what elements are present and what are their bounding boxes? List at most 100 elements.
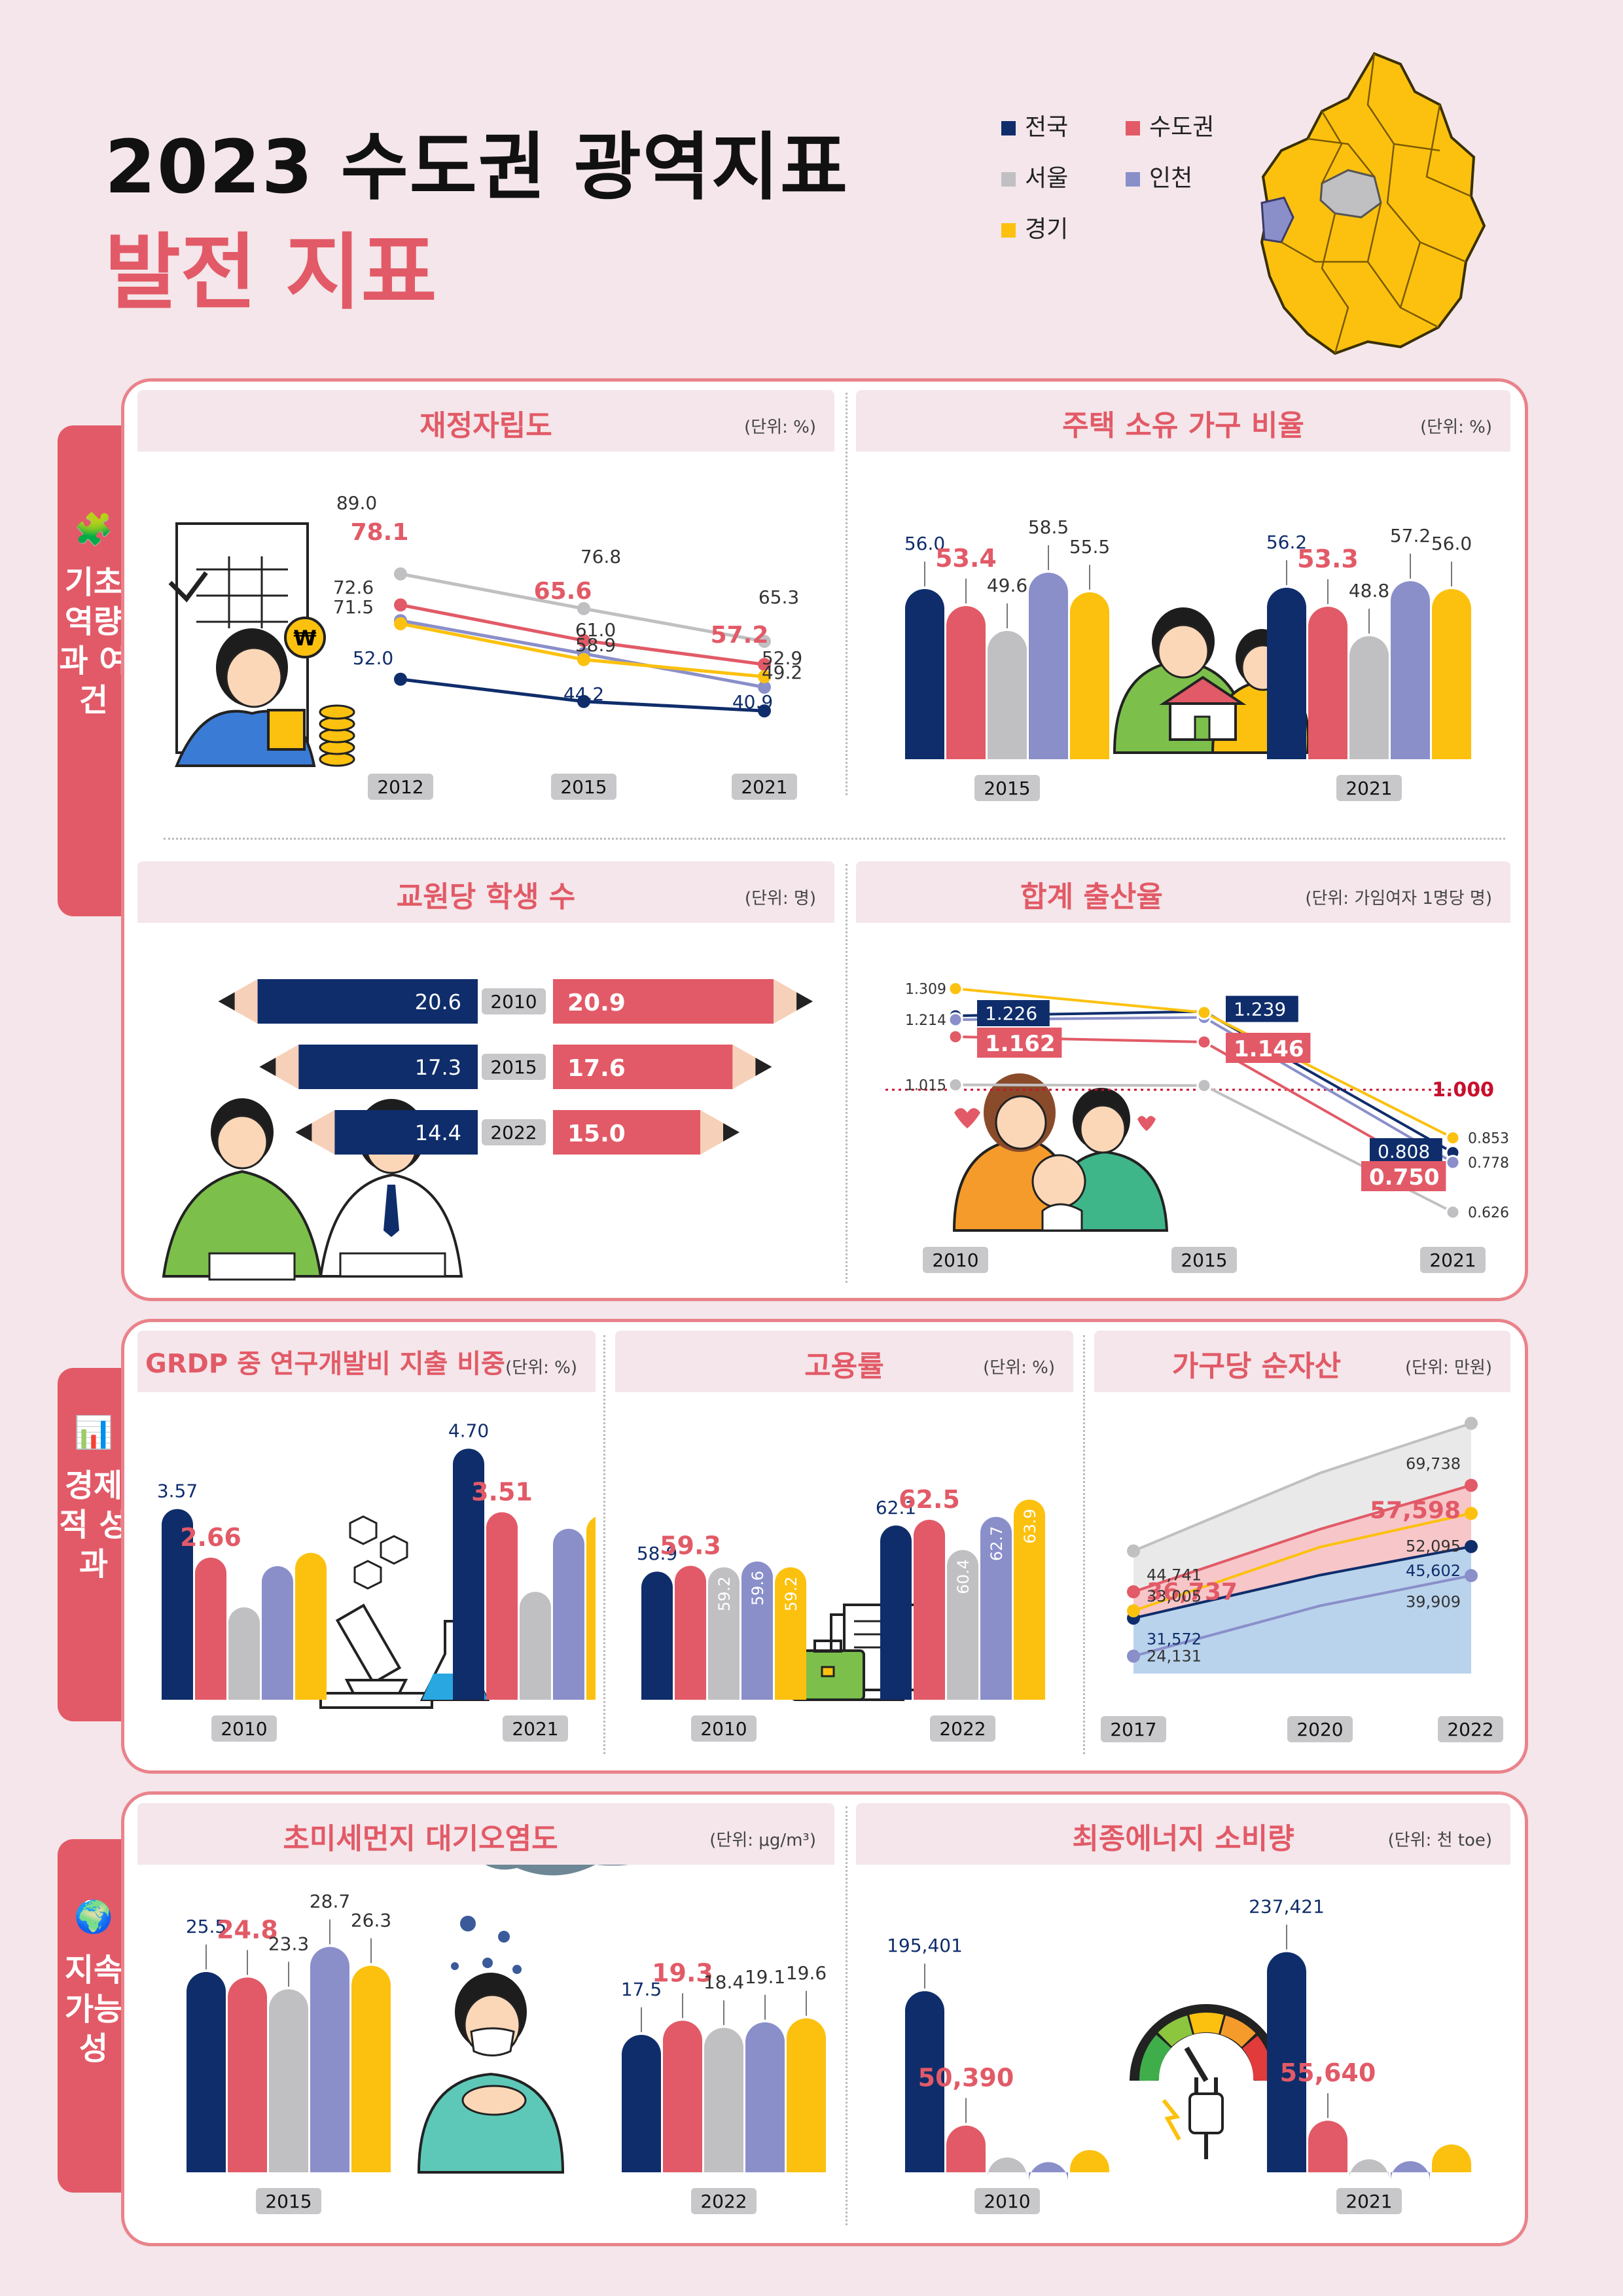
data-label: 53.4 <box>935 544 997 573</box>
x-tick-pill <box>923 1247 988 1273</box>
data-label: 62.7 <box>988 1526 1006 1561</box>
data-label: 57.2 <box>1390 525 1431 547</box>
data-label: 60.4 <box>954 1559 972 1594</box>
data-label: 62.1 <box>876 1497 916 1518</box>
chart-unit: (단위: %) <box>1420 418 1492 437</box>
data-point <box>948 1029 963 1045</box>
bar <box>453 1448 484 1700</box>
pm-chart: 25.524.823.328.726.3 2015 17.519.318.4 19.1… <box>186 1865 827 2214</box>
bar <box>553 979 774 1024</box>
data-label: 56.0 <box>904 533 945 554</box>
bar <box>880 1525 912 1700</box>
legend-item: 서울 <box>1001 159 1068 193</box>
x-tick-pill <box>211 1715 277 1742</box>
data-label: 2.66 <box>180 1523 241 1552</box>
section-label-basic: 🧩 기초 역량과 여건 <box>58 425 130 916</box>
bar <box>1267 588 1306 759</box>
data-label: 52.0 <box>353 647 393 669</box>
bar <box>351 1965 391 2172</box>
employment-chart: 58.959.3 59.2 59.6 59.2 2010 62.162.5 60.4 62.7… <box>637 1485 1045 1742</box>
series-line <box>1133 1484 1472 1593</box>
legend-label: 전국 <box>1025 114 1069 141</box>
chart-title: 교원당 학생 수 <box>396 880 576 914</box>
series-line <box>1133 1512 1472 1613</box>
divider <box>846 864 847 1283</box>
data-label: 14.4 <box>415 1121 461 1145</box>
section-label-sustainability: 🌍 지속가능성 <box>58 1839 130 2193</box>
legend-label: 경기 <box>1025 216 1069 243</box>
x-tick-pill <box>691 2188 757 2214</box>
data-label-box <box>977 1000 1050 1026</box>
bar <box>269 1989 308 2172</box>
x-tick-pill <box>503 1715 568 1742</box>
data-label: 15.0 <box>567 1121 626 1147</box>
data-label: 63.9 <box>1021 1509 1039 1543</box>
bar <box>1432 589 1471 759</box>
students-chart: 20.6 20.9 2010 17.3 17.6 2015 14.4 15.0 2022 <box>162 979 813 1281</box>
data-label: 59.6 <box>749 1571 767 1605</box>
x-tick-pill <box>1101 1716 1166 1742</box>
data-label: 56.2 <box>1266 531 1307 553</box>
data-label: 58.5 <box>1028 516 1069 538</box>
legend-swatch-icon <box>1001 172 1016 187</box>
bar <box>295 1552 327 1700</box>
chart-unit: (단위: 천 toe) <box>1387 1831 1492 1850</box>
pencil-tip-right <box>732 1045 772 1089</box>
data-label: 49.6 <box>987 575 1027 596</box>
section-label-text: 기초 역량과 여건 <box>59 564 128 719</box>
bar <box>988 631 1027 759</box>
chart-unit: (단위: μg/m³) <box>709 1831 816 1850</box>
divider <box>164 838 1505 840</box>
data-point <box>758 670 771 683</box>
x-tick-label: 2022 <box>1447 1719 1493 1740</box>
bar <box>704 2028 743 2172</box>
data-label: 0.750 <box>1369 1164 1440 1191</box>
bar <box>745 2022 785 2172</box>
capital-region-map-icon <box>1260 52 1486 355</box>
x-tick-pill <box>256 2188 321 2214</box>
data-label: 19.3 <box>652 1958 713 1987</box>
x-tick-label: 2022 <box>700 2191 747 2212</box>
bar <box>1308 2121 1347 2172</box>
x-tick-label: 2020 <box>1296 1719 1343 1740</box>
data-label: 40.9 <box>732 691 773 713</box>
x-tick-label: 2021 <box>1346 2191 1392 2212</box>
data-label: 45,602 <box>1406 1562 1461 1580</box>
data-label: 59.2 <box>782 1577 800 1611</box>
data-label: 17.6 <box>567 1055 626 1082</box>
chart-unit: (단위: 명) <box>744 889 816 908</box>
legend-swatch-icon <box>1126 172 1140 187</box>
x-tick-label: 2012 <box>377 776 423 798</box>
divider <box>846 1806 847 2225</box>
data-point <box>394 598 407 612</box>
data-label: 52,095 <box>1406 1537 1461 1555</box>
chart-title: GRDP 중 연구개발비 지출 비중 <box>145 1349 505 1379</box>
x-tick-label: 2015 <box>1181 1249 1227 1271</box>
energy-chart-header: 최종에너지 소비량 (단위: 천 toe) <box>856 1803 1510 1865</box>
data-label: 1.226 <box>985 1003 1037 1024</box>
bar <box>1432 2144 1471 2172</box>
chart-unit: (단위: %) <box>505 1358 577 1378</box>
x-tick-pill <box>930 1715 995 1742</box>
housing-chart: 56.053.449.658.555.5201556.253.348.857.2… <box>904 516 1472 801</box>
data-point <box>394 672 407 686</box>
data-label: 18.4 <box>704 1971 744 1993</box>
data-label: 56.0 <box>1431 533 1472 554</box>
data-label: 59.3 <box>660 1531 721 1560</box>
data-label: 28.7 <box>310 1891 350 1912</box>
data-point <box>1465 1507 1478 1520</box>
section-label-text: 경제적 성과 <box>59 1467 128 1583</box>
data-label: 52.9 <box>762 647 802 669</box>
x-tick-pill <box>732 774 797 800</box>
svg-text:₩: ₩ <box>293 626 316 651</box>
data-label: 71.5 <box>333 596 374 618</box>
x-tick-pill <box>1287 1716 1353 1742</box>
grdp-chart-header: GRDP 중 연구개발비 지출 비중 (단위: %) <box>137 1331 596 1392</box>
data-label: 55.5 <box>1069 536 1110 558</box>
pencil-tip-left <box>218 979 258 1024</box>
x-tick-pill <box>974 775 1040 801</box>
bar <box>262 1566 293 1700</box>
reference-label: 1.000 <box>1432 1079 1494 1102</box>
data-point <box>758 634 771 648</box>
x-tick-pill <box>482 988 546 1014</box>
